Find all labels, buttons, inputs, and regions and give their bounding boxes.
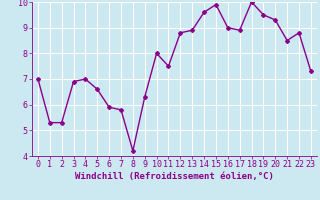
X-axis label: Windchill (Refroidissement éolien,°C): Windchill (Refroidissement éolien,°C) — [75, 172, 274, 181]
